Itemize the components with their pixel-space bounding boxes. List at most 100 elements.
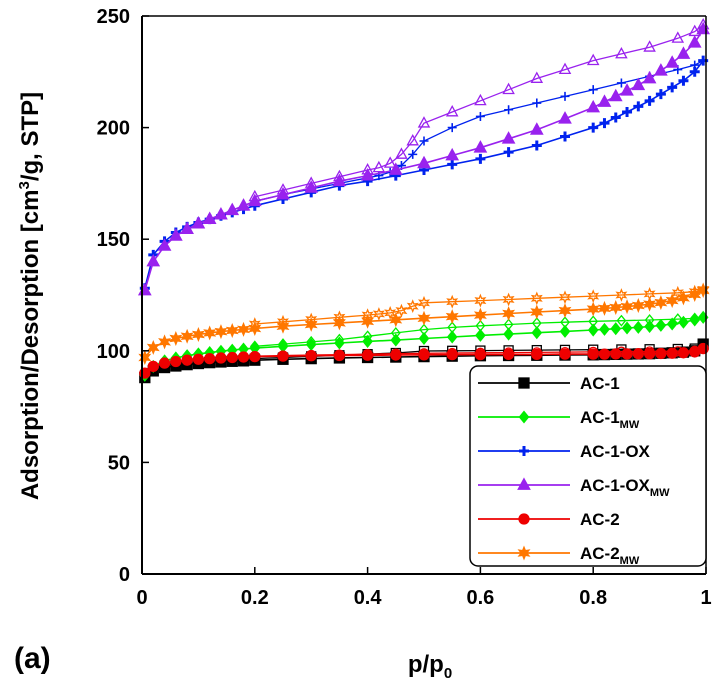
desorption-point <box>559 346 571 358</box>
desorption-point <box>334 349 345 360</box>
adsorption-point <box>169 331 183 346</box>
desorption-point <box>277 350 289 361</box>
adsorption-point <box>214 207 228 220</box>
desorption-point <box>558 62 572 75</box>
legend-label-main: AC-1 <box>580 374 620 393</box>
adsorption-point <box>146 253 161 267</box>
desorption-point <box>333 310 346 325</box>
desorption-point <box>474 293 487 308</box>
desorption-point <box>305 312 318 327</box>
series-5 <box>138 282 710 365</box>
y-tick-label: 150 <box>97 229 130 251</box>
adsorption-point <box>388 162 403 175</box>
adsorption-point <box>632 320 644 334</box>
adsorption-point <box>215 352 227 364</box>
legend-label: AC-1MW <box>580 408 640 431</box>
desorption-point <box>616 346 627 357</box>
y-tick-label: 100 <box>97 341 130 363</box>
desorption-point <box>362 330 373 343</box>
desorption-point <box>445 104 459 117</box>
adsorption-point <box>445 309 459 325</box>
adsorption-point <box>598 348 611 360</box>
adsorption-point <box>597 94 612 107</box>
desorption-point <box>334 333 345 346</box>
adsorption-point <box>158 334 172 350</box>
desorption-point <box>417 116 431 128</box>
adsorption-point <box>599 322 610 336</box>
adsorption-point <box>558 111 572 124</box>
desorption-point <box>560 316 570 329</box>
y-tick-label: 50 <box>108 452 130 474</box>
adsorption-point <box>687 35 702 48</box>
adsorption-point <box>599 118 610 129</box>
adsorption-point <box>473 140 488 153</box>
adsorption-point <box>677 347 690 359</box>
desorption-point <box>333 169 346 182</box>
desorption-point <box>475 111 485 121</box>
adsorption-point <box>180 328 194 344</box>
desorption-point <box>384 305 397 320</box>
adsorption-point <box>529 122 544 135</box>
adsorption-point <box>226 351 238 364</box>
adsorption-point <box>666 317 678 331</box>
desorption-point <box>447 123 457 133</box>
adsorption-point <box>643 296 657 312</box>
adsorption-point <box>621 348 633 360</box>
legend-item: AC-2 <box>478 510 620 529</box>
adsorption-point <box>530 304 544 320</box>
adsorption-point <box>445 147 460 161</box>
adsorption-point <box>531 326 543 340</box>
adsorption-point <box>503 147 514 158</box>
desorption-point <box>383 156 397 168</box>
adsorption-point <box>417 155 431 169</box>
legend-marker <box>519 446 529 456</box>
adsorption-point <box>191 215 206 229</box>
adsorption-point <box>531 140 542 151</box>
adsorption-point <box>237 351 250 363</box>
legend-label-main: AC-1-OX <box>580 476 651 495</box>
desorption-point <box>248 317 261 331</box>
y-tick-label: 200 <box>97 118 130 140</box>
adsorption-point <box>417 310 431 326</box>
desorption-point <box>277 314 289 329</box>
desorption-point <box>644 314 655 326</box>
adsorption-point <box>225 202 240 216</box>
adsorption-point <box>475 153 486 164</box>
desorption-point <box>419 323 429 336</box>
series-4 <box>139 342 709 379</box>
desorption-point <box>689 345 700 356</box>
adsorption-point <box>168 228 183 241</box>
desorption-point <box>531 347 542 358</box>
desorption-point <box>395 147 408 159</box>
desorption-point <box>690 60 700 70</box>
adsorption-point <box>147 360 159 373</box>
legend-label: AC-1-OXMW <box>580 476 670 499</box>
adsorption-point <box>678 75 689 86</box>
desorption-point <box>406 134 419 146</box>
desorption-point <box>503 318 514 331</box>
desorption-point <box>643 40 656 52</box>
legend-label: AC-2 <box>580 510 620 529</box>
x-tick-label: 0.4 <box>354 587 383 609</box>
adsorption-point <box>655 89 666 100</box>
series-layer <box>137 17 711 384</box>
adsorption-point <box>146 339 160 355</box>
adsorption-point <box>475 328 486 342</box>
adsorption-point <box>503 327 514 341</box>
legend-marker <box>518 377 530 389</box>
adsorption-point <box>181 354 193 366</box>
desorption-point <box>395 303 408 318</box>
desorption-point <box>587 289 600 304</box>
adsorption-point <box>446 330 458 344</box>
legend-item: AC-1MW <box>478 408 640 431</box>
adsorption-point <box>170 355 182 368</box>
adsorption-point <box>620 83 634 96</box>
legend-marker <box>517 545 531 561</box>
adsorption-point <box>202 211 217 225</box>
legend-label-main: AC-2 <box>580 544 620 563</box>
adsorption-point <box>558 303 572 319</box>
legend-marker <box>517 477 531 490</box>
adsorption-point <box>608 88 623 102</box>
